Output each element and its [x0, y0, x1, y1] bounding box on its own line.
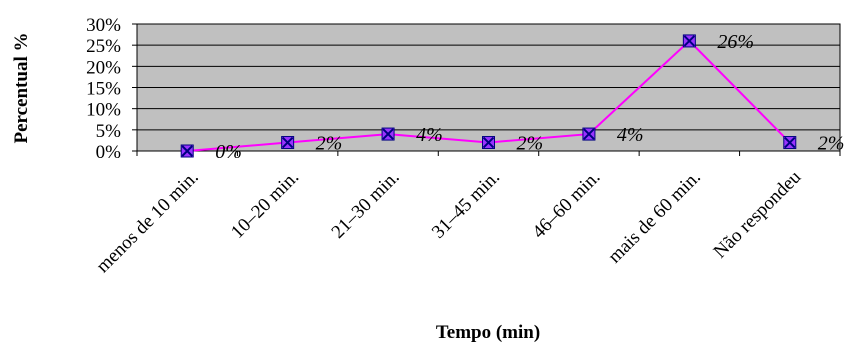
x-tick-label: mais de 60 min.: [604, 167, 705, 268]
data-label: 4%: [416, 124, 443, 146]
y-tick-label: 0%: [96, 142, 122, 163]
y-tick-label: 5%: [96, 121, 122, 142]
x-axis-title: Tempo (min): [435, 322, 541, 343]
data-label: 26%: [717, 31, 754, 53]
x-tick-label: 31–45 min.: [428, 167, 504, 243]
data-label: 0%: [215, 141, 242, 163]
data-label: 2%: [818, 133, 845, 155]
x-tick-label: menos de 10 min.: [92, 167, 202, 277]
x-tick-label: 10–20 min.: [227, 167, 303, 243]
x-tick-label: 46–60 min.: [528, 167, 604, 243]
y-tick-label: 10%: [86, 100, 121, 121]
data-point-cross: [281, 136, 294, 149]
data-label: 4%: [617, 124, 644, 146]
x-tick-label: 21–30 min.: [328, 167, 404, 243]
data-point-cross: [583, 128, 595, 140]
y-tick-label: 20%: [86, 57, 121, 78]
y-tick-label: 25%: [86, 36, 121, 57]
data-point-cross: [382, 128, 394, 140]
data-point-cross: [181, 145, 193, 157]
data-point-cross: [784, 136, 796, 149]
data-point-cross: [482, 136, 495, 149]
data-label: 2%: [316, 133, 343, 155]
data-point-cross: [683, 35, 696, 47]
y-tick-label: 15%: [86, 79, 121, 100]
x-tick-label: Não respondeu: [710, 166, 806, 262]
y-tick-label: 30%: [86, 15, 121, 36]
data-label: 2%: [517, 133, 544, 155]
